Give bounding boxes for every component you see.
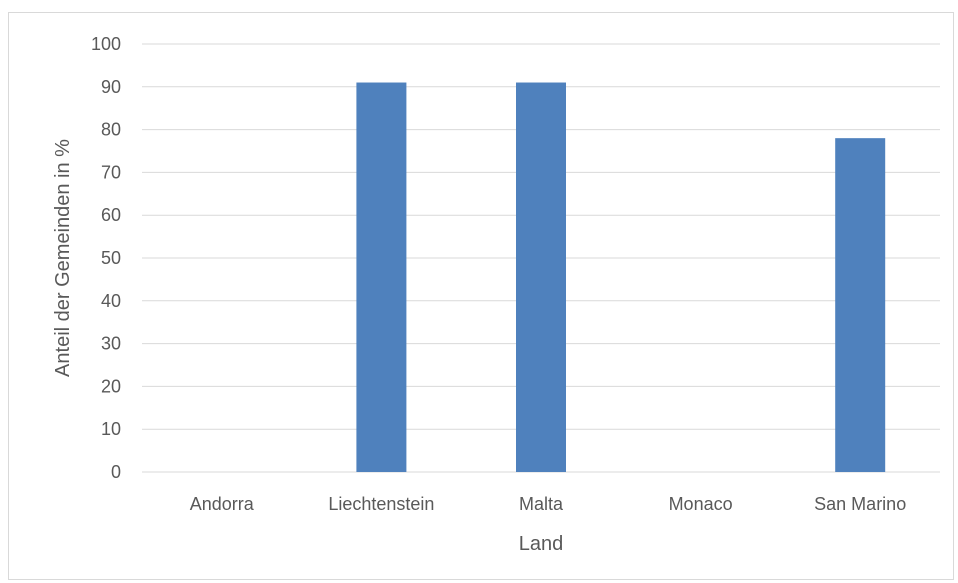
x-tick-label: Malta	[519, 494, 564, 514]
bar-malta	[516, 82, 566, 473]
y-tick-label: 80	[101, 120, 121, 140]
y-tick-label: 40	[101, 291, 121, 311]
x-tick-labels: Andorra Liechtenstein Malta Monaco San Marin…	[190, 494, 906, 514]
y-tick-label: 30	[101, 334, 121, 354]
x-tick-label: Monaco	[669, 494, 733, 514]
chart-frame	[8, 12, 954, 580]
x-tick-label: Andorra	[190, 494, 255, 514]
y-tick-label: 90	[101, 77, 121, 97]
y-tick-labels: 0 10 20 30 40 50 60 70 80 90 100	[91, 34, 121, 482]
bars	[356, 82, 886, 473]
y-tick-label: 10	[101, 419, 121, 439]
bar-liechtenstein	[356, 82, 407, 473]
y-tick-label: 100	[91, 34, 121, 54]
x-tick-label: Liechtenstein	[328, 494, 434, 514]
x-axis-title: Land	[519, 533, 564, 555]
y-axis-title: Anteil der Gemeinden in %	[52, 139, 74, 377]
x-tick-label: San Marino	[814, 494, 906, 514]
y-tick-label: 20	[101, 376, 121, 396]
y-tick-label: 60	[101, 205, 121, 225]
y-tick-label: 50	[101, 248, 121, 268]
y-tick-label: 0	[111, 462, 121, 482]
bar-san-marino	[835, 138, 886, 472]
y-tick-label: 70	[101, 162, 121, 182]
